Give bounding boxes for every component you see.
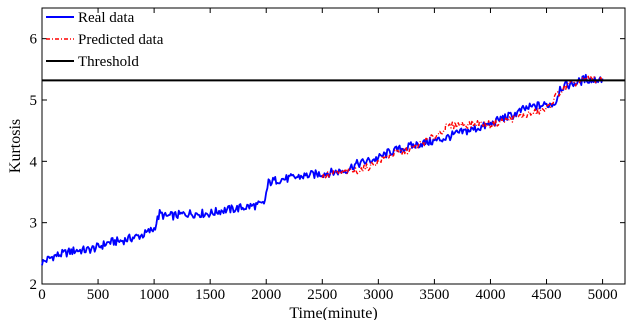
x-axis-label: Time(minute) [289,305,377,320]
x-tick-label: 3000 [363,287,393,303]
y-axis-label: Kurtosis [7,119,24,173]
x-tick-label: 1000 [139,287,169,303]
legend-label: Threshold [78,54,139,70]
plot-area [41,7,626,285]
x-tick-label: 0 [38,287,46,303]
axes-layer: 0 500 1000 1500 2000 2500 3000 3500 4000 4500 5000… [30,8,625,303]
x-tick-label: 500 [87,287,110,303]
y-tick-label: 2 [30,277,38,293]
legend-label: Real data [78,10,135,26]
x-tick-label: 2500 [307,287,337,303]
series-layer [41,73,625,266]
series-line-predicted-data [321,75,604,179]
y-tick-label: 3 [30,216,38,232]
y-tick-label: 4 [30,154,38,170]
legend: Real data Predicted data Threshold [46,10,164,70]
x-tick-label: 2000 [251,287,281,303]
plot-frame [41,7,626,285]
y-tick-label: 5 [30,93,38,109]
x-tick-label: 1500 [195,287,225,303]
y-tick-label: 6 [30,32,38,48]
x-tick-label: 4000 [475,287,505,303]
legend-label: Predicted data [78,32,164,48]
x-tick-label: 3500 [419,287,449,303]
x-tick-label: 5000 [588,287,618,303]
x-tick-label: 4500 [532,287,562,303]
